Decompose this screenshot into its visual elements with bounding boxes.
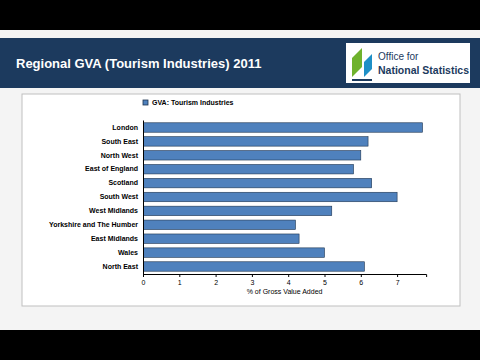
logo-icon: [364, 54, 372, 77]
bar: [143, 220, 295, 229]
category-label: London: [112, 124, 138, 131]
logo-icon: [352, 79, 372, 81]
y-tick: North West: [101, 152, 143, 159]
y-tick: East Midlands: [91, 235, 143, 242]
legend-label: GVA: Tourism Industries: [152, 99, 234, 106]
category-label: North East: [103, 263, 139, 270]
x-tick: 1: [178, 274, 182, 286]
x-axis: 0 1 2 3 4 5 6 7: [142, 274, 427, 286]
x-tick-mark: [179, 274, 180, 277]
x-tick-mark: [288, 274, 289, 277]
legend-swatch: [143, 100, 148, 105]
category-label: Wales: [118, 249, 138, 256]
category-label: South East: [101, 138, 138, 145]
y-tick: South East: [101, 138, 143, 145]
bar: [143, 206, 332, 215]
y-tick: East of England: [85, 165, 143, 173]
x-tick-mark: [325, 274, 326, 277]
bar: [143, 123, 423, 132]
category-label: East Midlands: [91, 235, 138, 242]
x-tick-label: 7: [396, 279, 400, 286]
x-tick-label: 4: [287, 279, 291, 286]
x-tick: 0: [142, 274, 146, 286]
bar: [143, 137, 368, 146]
y-tick: Wales: [118, 249, 143, 256]
category-label: Scotland: [108, 179, 138, 186]
x-tick-mark: [252, 274, 253, 277]
logo-box: [346, 43, 470, 83]
x-tick-label: 1: [178, 279, 182, 286]
y-axis-line: [143, 121, 144, 275]
bars: [143, 123, 423, 271]
x-tick: 7: [396, 274, 400, 286]
logo-icon: [352, 48, 362, 77]
bar: [143, 248, 325, 257]
bar: [143, 164, 354, 173]
x-axis-title: % of Gross Value Added: [247, 288, 323, 295]
bar: [143, 234, 299, 243]
slide: [0, 30, 480, 330]
y-tick: South West: [100, 193, 143, 200]
category-label: South West: [100, 193, 139, 200]
y-tick: London: [112, 124, 143, 131]
x-tick: 4: [287, 274, 291, 286]
chart-title: Regional GVA (Tourism Industries) 2011: [16, 56, 261, 71]
x-tick-label: 0: [142, 279, 146, 286]
x-tick: 5: [323, 274, 327, 286]
bar: [143, 178, 372, 187]
x-tick-mark: [216, 274, 217, 277]
x-tick-label: 3: [250, 279, 254, 286]
x-tick-label: 5: [323, 279, 327, 286]
category-label: East of England: [85, 165, 138, 173]
category-label: Yorkshire and The Humber: [49, 221, 138, 228]
x-tick-mark: [361, 274, 362, 277]
bar: [143, 192, 397, 201]
x-tick: 3: [250, 274, 254, 286]
bar: [143, 262, 364, 271]
title-bar: [0, 38, 480, 88]
x-tick-mark: [397, 274, 398, 277]
y-axis: London South East North West East of Englan…: [49, 121, 143, 275]
legend: GVA: Tourism Industries: [143, 99, 234, 106]
chart-page: Regional GVA (Tourism Industries) 2011 Of…: [0, 0, 480, 360]
y-tick: West Midlands: [89, 207, 143, 214]
bar: [143, 151, 361, 160]
logo: Office for National Statistics: [346, 43, 470, 83]
chart-panel: [22, 94, 460, 306]
y-tick: Scotland: [108, 179, 143, 186]
x-tick-label: 2: [214, 279, 218, 286]
logo-text: Office for: [378, 51, 419, 62]
x-tick-label: 6: [359, 279, 363, 286]
x-tick: 6: [359, 274, 363, 286]
y-tick: Yorkshire and The Humber: [49, 221, 143, 228]
logo-text: National Statistics: [378, 64, 469, 76]
y-tick: North East: [103, 263, 143, 270]
x-tick: 2: [214, 274, 218, 286]
category-label: North West: [101, 152, 139, 159]
category-label: West Midlands: [89, 207, 138, 214]
x-axis-line: [144, 275, 427, 278]
